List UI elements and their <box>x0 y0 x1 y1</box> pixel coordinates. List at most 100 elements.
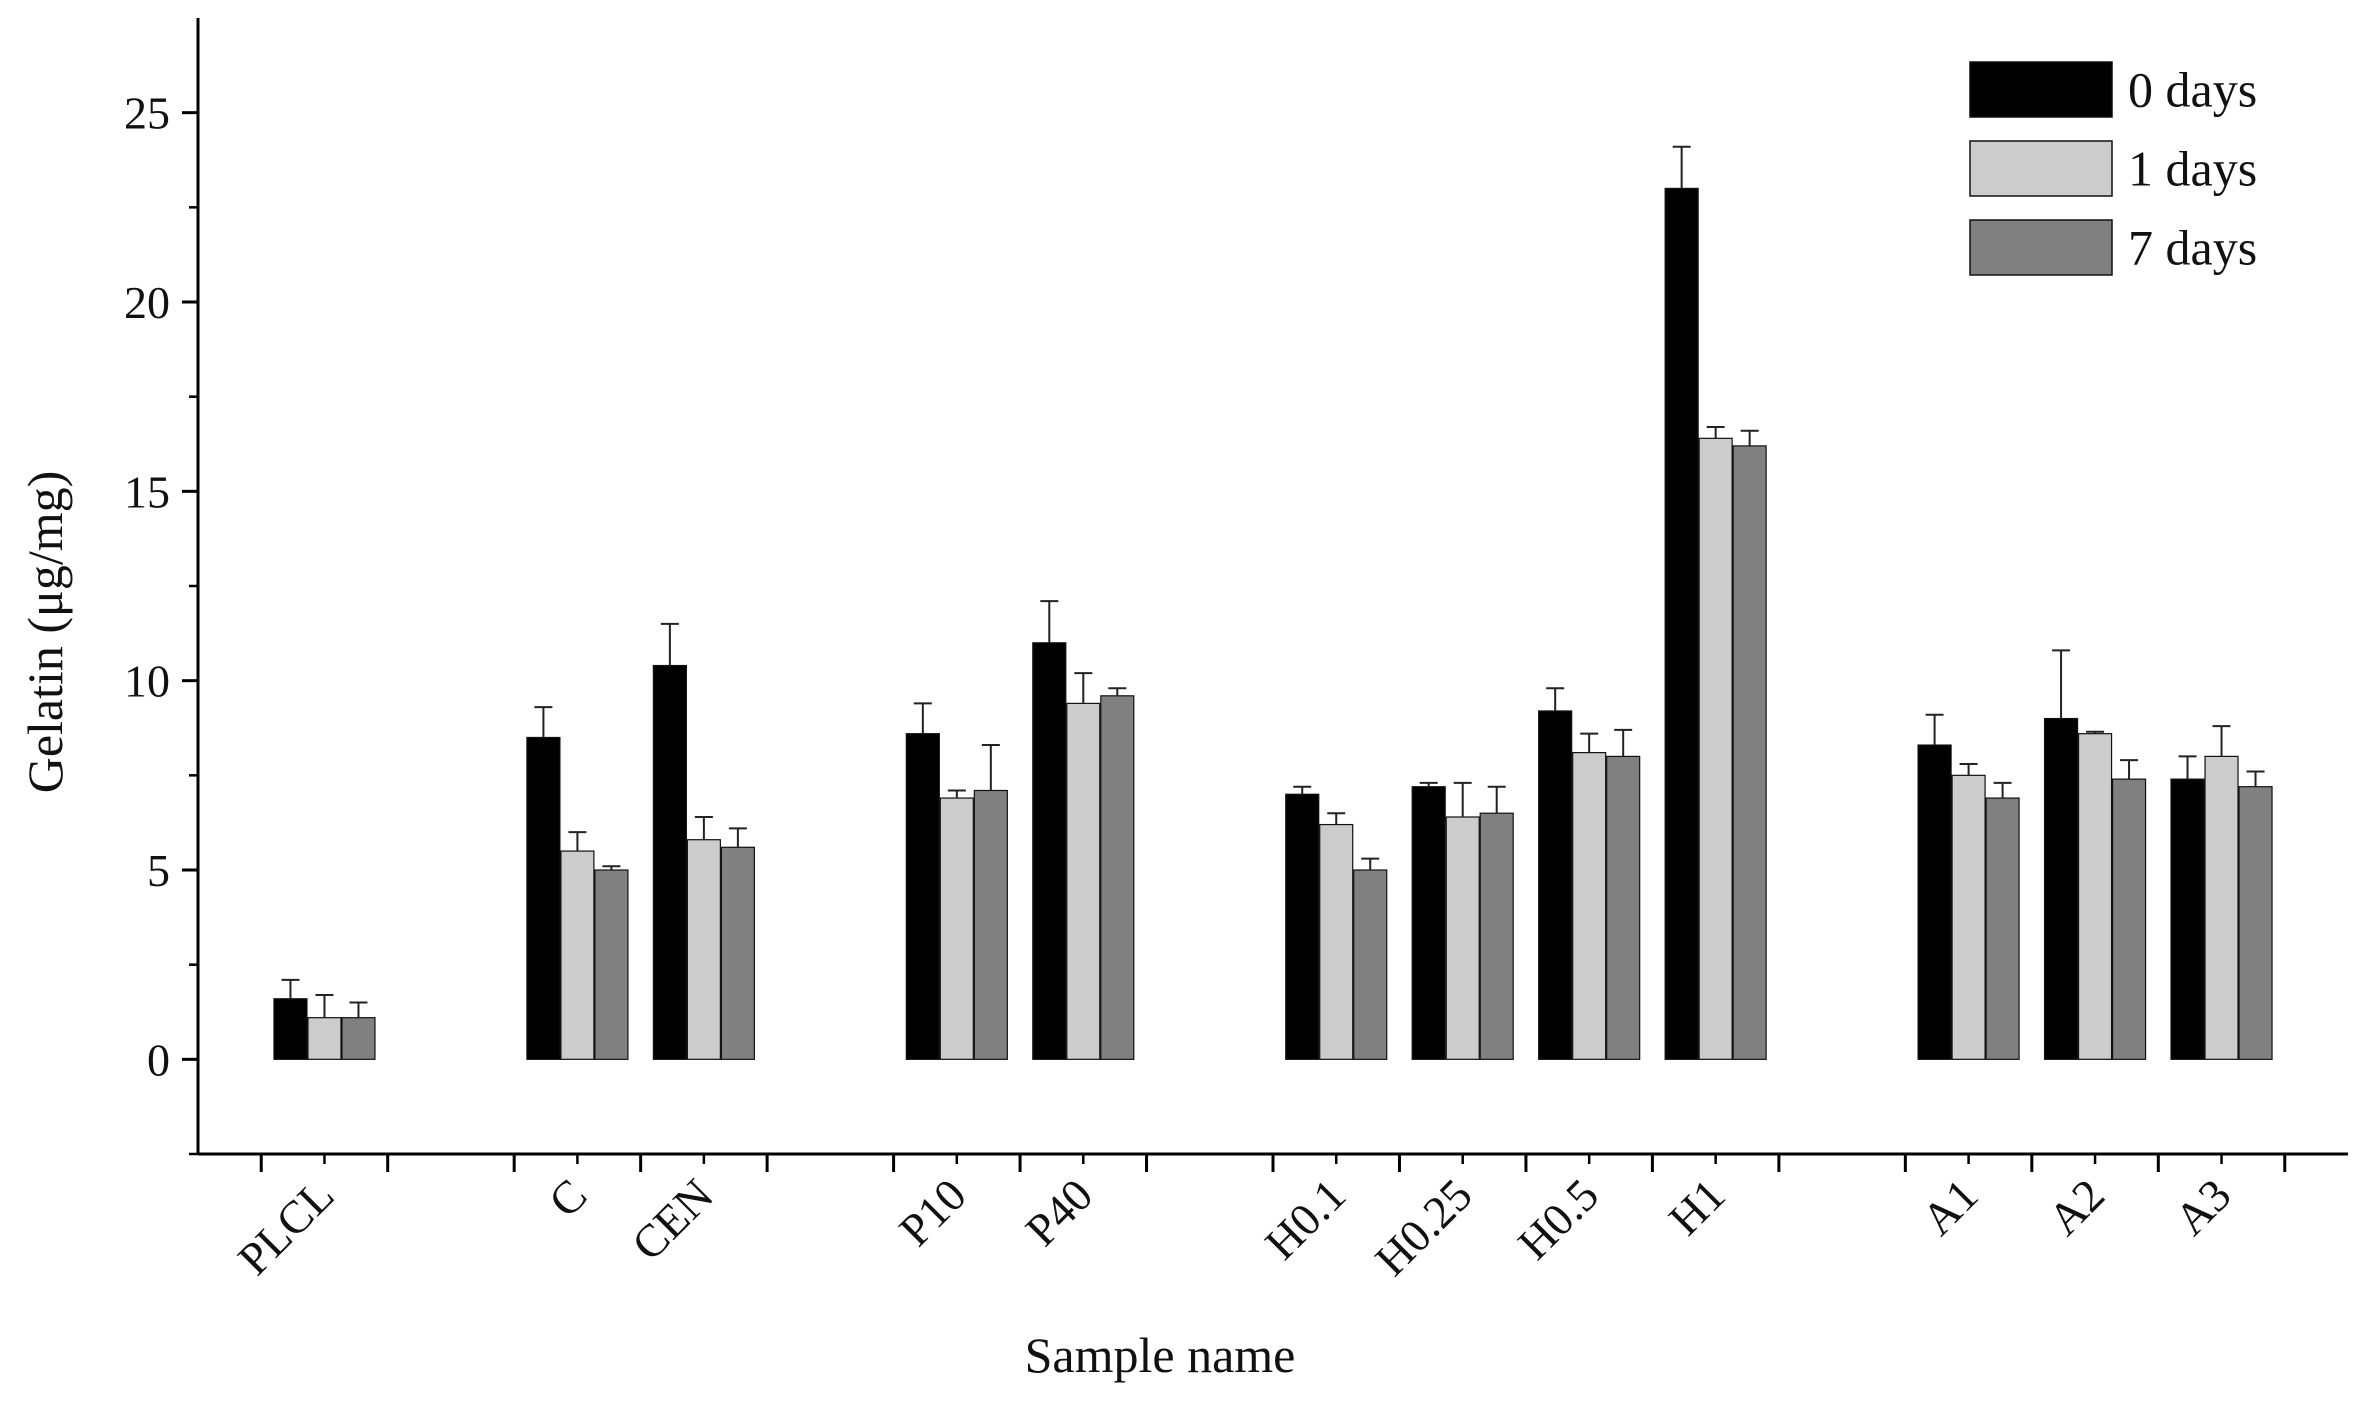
bar-h0-5-0-days <box>1538 710 1573 1060</box>
bar-h0-5-7-days <box>1606 755 1641 1060</box>
legend-item-1-days: 1 days <box>1969 140 2257 197</box>
axes-layer <box>182 18 2348 1172</box>
x-tick-label-h0-25: H0.25 <box>1365 1169 1481 1285</box>
error-bars-layer <box>281 145 2265 1018</box>
legend-swatch-1-days <box>1969 140 2113 197</box>
error-bar-p40-0-days <box>1040 600 1059 643</box>
error-bar-a2-0-days <box>2052 649 2071 719</box>
x-tick-label-h0-5: H0.5 <box>1508 1169 1608 1269</box>
error-bar-h1-7-days <box>1740 429 1759 446</box>
bar-h0-1-0-days <box>1285 793 1320 1060</box>
bar-p40-0-days <box>1032 642 1067 1060</box>
y-tick-label-0: 0 <box>147 1034 170 1085</box>
error-bar-h0-1-0-days <box>1293 785 1312 795</box>
y-tick-label-5: 5 <box>147 845 170 896</box>
x-tick-label-h0-1: H0.1 <box>1255 1169 1355 1269</box>
bar-a1-0-days <box>1917 744 1952 1060</box>
error-bar-h0-25-1-days <box>1453 781 1472 817</box>
legend-item-7-days: 7 days <box>1969 219 2257 276</box>
bar-c-0-days <box>526 736 561 1060</box>
error-bar-p10-1-days <box>947 789 966 799</box>
y-tick-label-25: 25 <box>124 88 170 139</box>
y-tick-label-15: 15 <box>124 466 170 517</box>
error-bar-h1-1-days <box>1706 425 1725 439</box>
error-bar-a1-1-days <box>1959 762 1978 776</box>
bar-plcl-1-days <box>307 1017 342 1060</box>
legend-label-7-days: 7 days <box>2128 220 2257 276</box>
y-tick-label-20: 20 <box>124 277 170 328</box>
x-tick-label-a3: A3 <box>2165 1169 2241 1245</box>
bar-a3-7-days <box>2238 786 2273 1060</box>
bar-h0-25-0-days <box>1411 786 1446 1060</box>
error-bar-p10-7-days <box>981 744 1000 791</box>
bar-cen-7-days <box>720 846 755 1060</box>
legend-swatch-0-days <box>1969 61 2113 118</box>
bar-p10-1-days <box>939 797 974 1060</box>
error-bar-plcl-0-days <box>281 978 300 999</box>
error-bar-a3-1-days <box>2212 725 2231 757</box>
bars-layer <box>273 187 2273 1060</box>
error-bar-plcl-7-days <box>349 1001 368 1018</box>
error-bar-h0-25-7-days <box>1487 785 1506 814</box>
bar-cen-0-days <box>652 664 687 1060</box>
error-bar-p10-0-days <box>913 702 932 734</box>
bar-p10-7-days <box>973 789 1008 1060</box>
bar-h1-1-days <box>1698 437 1733 1060</box>
error-bar-h0-1-1-days <box>1327 812 1346 825</box>
bar-h1-7-days <box>1732 445 1767 1060</box>
x-tick-label-p10: P10 <box>889 1169 976 1256</box>
bar-h1-0-days <box>1664 187 1699 1060</box>
error-bar-a1-7-days <box>1993 781 2012 799</box>
error-bar-h0-25-0-days <box>1419 781 1438 787</box>
legend-swatch-7-days <box>1969 219 2113 276</box>
y-tick-label-10: 10 <box>124 656 170 707</box>
error-bar-a1-0-days <box>1925 713 1944 746</box>
legend-item-0-days: 0 days <box>1969 61 2257 118</box>
error-bar-cen-7-days <box>728 827 747 848</box>
error-bar-a2-7-days <box>2120 759 2139 780</box>
error-bar-plcl-1-days <box>315 993 334 1018</box>
error-bar-h0-1-7-days <box>1361 857 1380 870</box>
x-tick-label-h1: H1 <box>1659 1169 1735 1245</box>
x-tick-label-plcl: PLCL <box>228 1169 344 1285</box>
error-bar-cen-1-days <box>694 815 713 840</box>
bar-h0-1-7-days <box>1353 869 1388 1060</box>
x-tick-label-a1: A1 <box>1912 1169 1988 1245</box>
error-bar-p40-1-days <box>1074 672 1093 704</box>
bar-h0-5-1-days <box>1572 752 1607 1060</box>
error-bar-a2-1-days <box>2086 730 2105 734</box>
bar-a3-1-days <box>2204 755 2239 1060</box>
bar-a2-0-days <box>2043 717 2079 1060</box>
bar-a2-1-days <box>2077 733 2113 1060</box>
bar-a3-0-days <box>2170 778 2205 1060</box>
x-axis-title: Sample name <box>1025 1327 1296 1383</box>
error-bar-c-1-days <box>568 831 587 852</box>
error-bar-cen-0-days <box>660 622 679 666</box>
error-bar-h0-5-7-days <box>1614 728 1633 757</box>
y-axis-title: Gelatin (μg/mg) <box>17 471 73 794</box>
bar-cen-1-days <box>686 839 721 1060</box>
legend-label-0-days: 0 days <box>2128 62 2257 118</box>
bar-plcl-0-days <box>273 998 308 1060</box>
bar-p10-0-days <box>905 733 940 1060</box>
bar-c-1-days <box>560 850 595 1060</box>
bar-plcl-7-days <box>341 1017 376 1060</box>
error-bar-h0-5-0-days <box>1546 687 1565 711</box>
error-bar-p40-7-days <box>1108 687 1127 696</box>
labels-layer: PLCL C CEN P10 P40 H0.1 H0.25 H0.5 H1 A1 A2 A3 0 5 10 1… <box>124 88 2241 1286</box>
bar-h0-1-1-days <box>1319 823 1354 1060</box>
x-tick-label-a2: A2 <box>2038 1169 2114 1245</box>
bar-p40-7-days <box>1100 695 1135 1060</box>
error-bar-c-0-days <box>534 706 553 738</box>
bar-a2-7-days <box>2111 778 2147 1060</box>
bar-a1-1-days <box>1951 774 1986 1060</box>
error-bar-a3-7-days <box>2246 770 2265 787</box>
bar-c-7-days <box>594 869 629 1060</box>
bar-p40-1-days <box>1066 702 1101 1060</box>
x-tick-label-p40: P40 <box>1016 1169 1103 1256</box>
legend: 0 days 1 days 7 days <box>1969 61 2257 276</box>
bar-h0-25-1-days <box>1445 816 1480 1060</box>
bar-h0-25-7-days <box>1479 812 1514 1060</box>
